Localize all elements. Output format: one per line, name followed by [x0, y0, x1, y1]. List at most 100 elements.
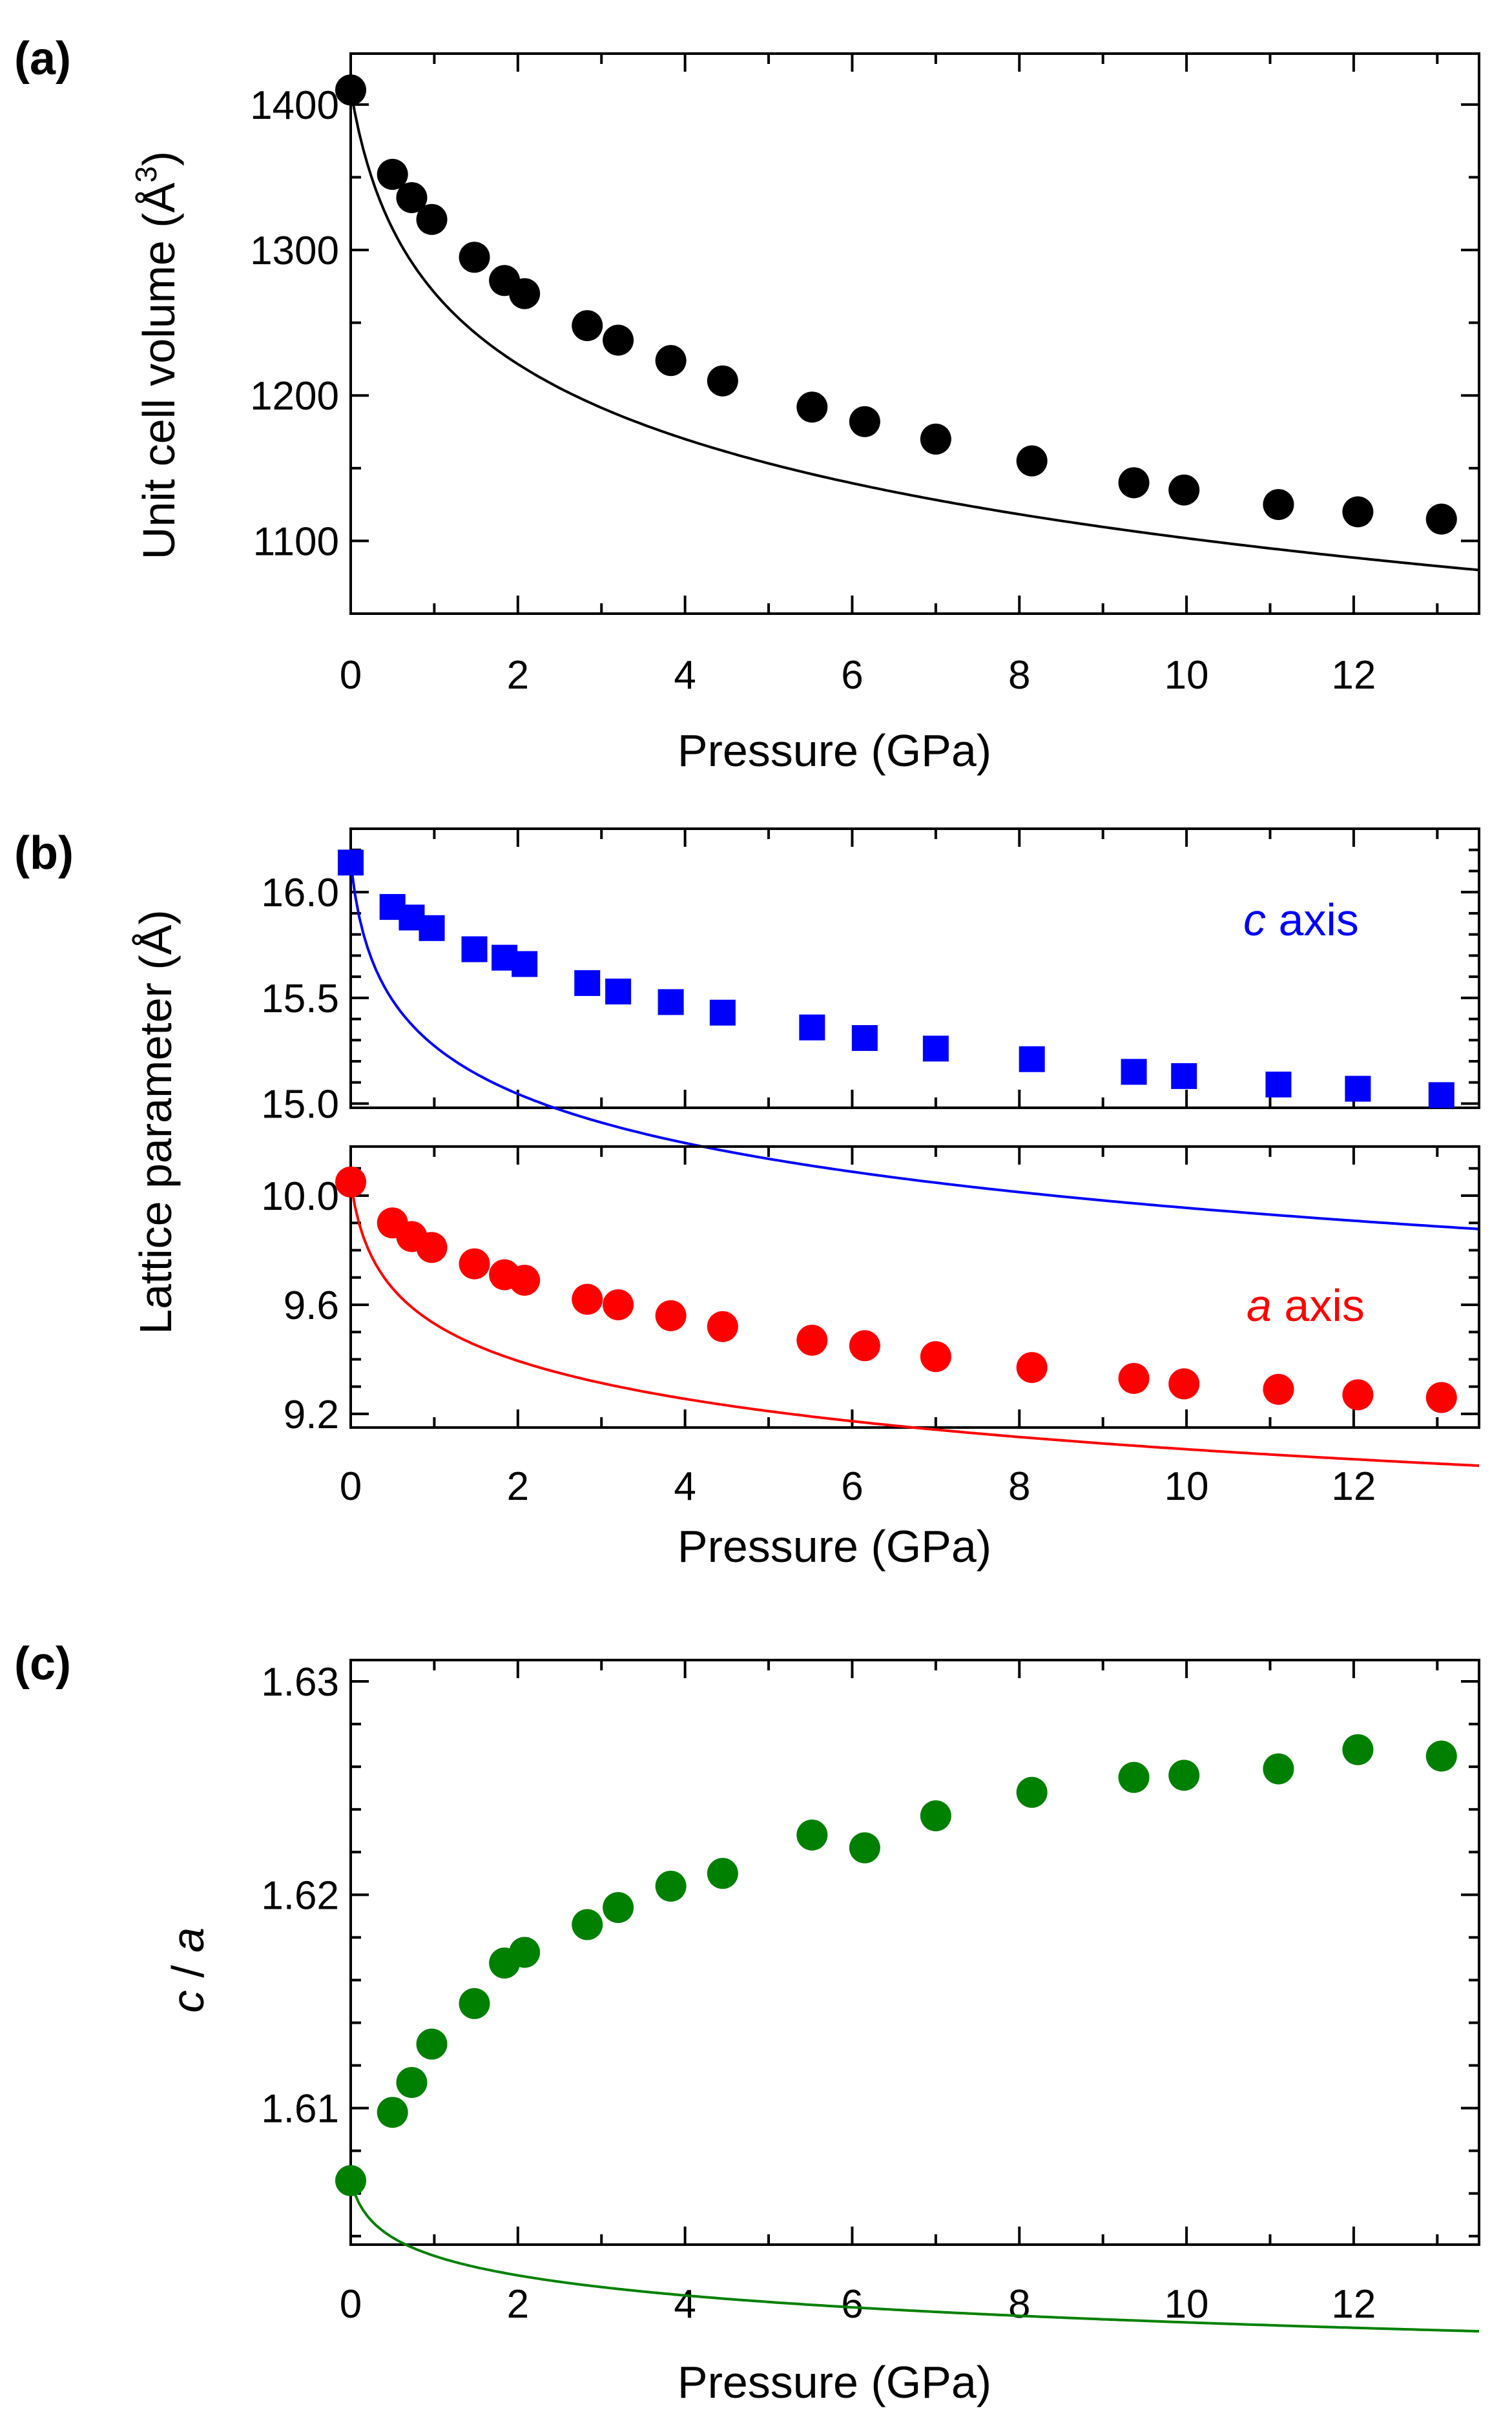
panel-c-data-point — [1342, 1734, 1374, 1765]
panel-a-xtick-label: 6 — [841, 653, 863, 698]
a-axis-data-point — [655, 1300, 687, 1331]
panel-b: (b) 15.0 15.5 16.0 0 2 4 6 8 10 12 9.2 9.6 10.0 Pres… — [14, 827, 1480, 1572]
panel-b-top-ytick-label: 15.5 — [261, 977, 339, 1021]
a-axis-data-point — [509, 1264, 541, 1296]
panel-c-data-point — [416, 2028, 448, 2060]
panel-c-label: (c) — [14, 1638, 71, 1690]
panel-c-data-point — [1168, 1760, 1200, 1791]
c-axis-data-point — [922, 1035, 949, 1062]
a-axis-annotation-text: axis — [1272, 1280, 1365, 1331]
panel-a-data-point — [1016, 445, 1048, 477]
a-axis-data-point — [920, 1341, 951, 1373]
a-axis-fit-curve — [349, 1181, 1480, 1468]
panel-a-data-point — [509, 278, 541, 309]
a-axis-annotation-symbol: a — [1247, 1280, 1272, 1331]
a-axis-data-point — [1342, 1379, 1374, 1411]
c-axis-fit-curve — [349, 862, 1480, 1231]
panel-a-y-axis-title: Unit cell volume (Å3) — [129, 151, 184, 559]
panel-a-data-point — [572, 310, 603, 342]
panel-a-data-point — [335, 74, 366, 106]
panel-a-xtick-label: 12 — [1331, 653, 1376, 698]
panel-c-ytick-label: 1.61 — [261, 2087, 339, 2132]
c-axis-data-point — [709, 999, 736, 1026]
c-axis-data-point — [1345, 1075, 1371, 1102]
panel-a-ytick-label: 1100 — [253, 519, 339, 564]
panel-c-x-axis-title: Pressure (GPa) — [678, 2357, 991, 2407]
c-axis-data-point — [799, 1014, 825, 1041]
c-axis-data-point — [1265, 1072, 1292, 1097]
a-axis-data-point — [572, 1283, 603, 1315]
panel-a-x-axis-title: Pressure (GPa) — [678, 725, 991, 776]
panel-c-data-point — [920, 1800, 951, 1832]
c-axis-annotation-symbol: c — [1243, 895, 1266, 945]
panel-c-data-point — [1016, 1776, 1048, 1808]
c-axis-annotation-text: axis — [1266, 895, 1359, 945]
panel-b-bottom-ytick-label: 9.6 — [284, 1283, 339, 1328]
panel-b-bottom-xtick-label: 2 — [507, 1464, 529, 1509]
c-axis-data-point — [419, 915, 445, 941]
panel-b-x-axis-title: Pressure (GPa) — [678, 1521, 991, 1572]
panel-a-ytick-label: 1300 — [250, 229, 339, 273]
panel-c-xtick-label: 8 — [1008, 2282, 1030, 2327]
panel-b-y-axis-title: Lattice parameter (Å) — [130, 909, 181, 1334]
panel-c-y-axis-title-slash: / — [163, 1953, 213, 1990]
panel-a-data-point — [707, 365, 738, 397]
panel-c-y-axis-title: c / a — [163, 1927, 213, 2013]
c-axis-data-point — [1121, 1059, 1147, 1085]
panel-a-data-point — [1118, 467, 1150, 499]
panel-c-xtick-label: 0 — [340, 2282, 362, 2327]
panel-a-y-axis-title-main: Unit cell volume (Å — [134, 182, 184, 559]
c-axis-data-point — [1171, 1063, 1197, 1089]
panel-c-y-axis-title-c: c — [163, 1990, 213, 2013]
a-axis-data-point — [796, 1324, 828, 1356]
panel-b-bottom-xtick-label: 0 — [340, 1464, 362, 1509]
panel-b-bottom-xtick-label: 4 — [674, 1464, 696, 1509]
panel-c-data-point — [572, 1909, 603, 1940]
a-axis-data-point — [849, 1330, 880, 1362]
panel-a-xtick-label: 0 — [340, 653, 362, 698]
panel-c-data-point — [1118, 1761, 1150, 1793]
a-axis-data-point — [1016, 1352, 1048, 1384]
panel-c-xtick-label: 10 — [1165, 2282, 1209, 2327]
a-axis-data-point — [1168, 1368, 1200, 1400]
panel-a-y-axis-title-close: ) — [134, 151, 184, 166]
panel-c-data-point — [849, 1832, 880, 1864]
a-axis-data-point — [707, 1311, 738, 1342]
panel-a: (a) 0 2 4 6 8 10 12 1100 1200 1300 1400 Pressure (… — [14, 33, 1480, 776]
panel-b-top-ytick-label: 16.0 — [261, 871, 339, 915]
c-axis-data-point — [574, 970, 601, 996]
panel-c-data-point — [603, 1892, 634, 1924]
panel-a-ytick-label: 1400 — [250, 83, 339, 128]
panel-b-bottom-ytick-label: 10.0 — [261, 1174, 339, 1219]
a-axis-data-point — [459, 1248, 490, 1280]
panel-a-data-point — [849, 406, 880, 437]
panel-a-data-point — [920, 423, 951, 455]
panel-b-bottom-xtick-label: 6 — [841, 1464, 863, 1509]
panel-c-xtick-label: 6 — [841, 2282, 863, 2327]
panel-c: (c) 0 2 4 6 8 10 12 1.61 1.62 1.63 Pressure (GPa)… — [14, 1638, 1480, 2407]
panel-a-data-point — [1263, 489, 1294, 521]
panel-b-label: (b) — [14, 827, 74, 879]
panel-a-xtick-label: 2 — [507, 653, 529, 698]
panel-a-xtick-label: 4 — [674, 653, 696, 698]
panel-a-label: (a) — [14, 33, 71, 85]
c-axis-data-point — [338, 849, 364, 876]
panel-a-data-point — [396, 182, 428, 213]
panel-c-data-point — [396, 2066, 428, 2098]
panel-a-xtick-label: 8 — [1008, 653, 1030, 698]
panel-c-frame — [349, 1659, 1480, 2246]
c-axis-data-point — [658, 989, 684, 1015]
panel-c-xtick-label: 2 — [507, 2282, 529, 2327]
panel-a-data-point — [1342, 496, 1374, 528]
panel-b-bottom-xtick-label: 8 — [1008, 1464, 1030, 1509]
panel-c-xtick-label: 4 — [674, 2282, 696, 2327]
panel-a-ytick-label: 1200 — [250, 374, 339, 419]
c-axis-annotation: c axis — [1243, 895, 1359, 945]
panel-a-data-point — [1425, 503, 1457, 535]
a-axis-data-point — [335, 1166, 366, 1198]
panel-c-data-point — [459, 1988, 490, 2019]
panel-a-data-point — [1168, 474, 1200, 506]
panel-a-y-axis-title-superscript: 3 — [129, 166, 163, 183]
c-axis-data-point — [1428, 1082, 1455, 1108]
